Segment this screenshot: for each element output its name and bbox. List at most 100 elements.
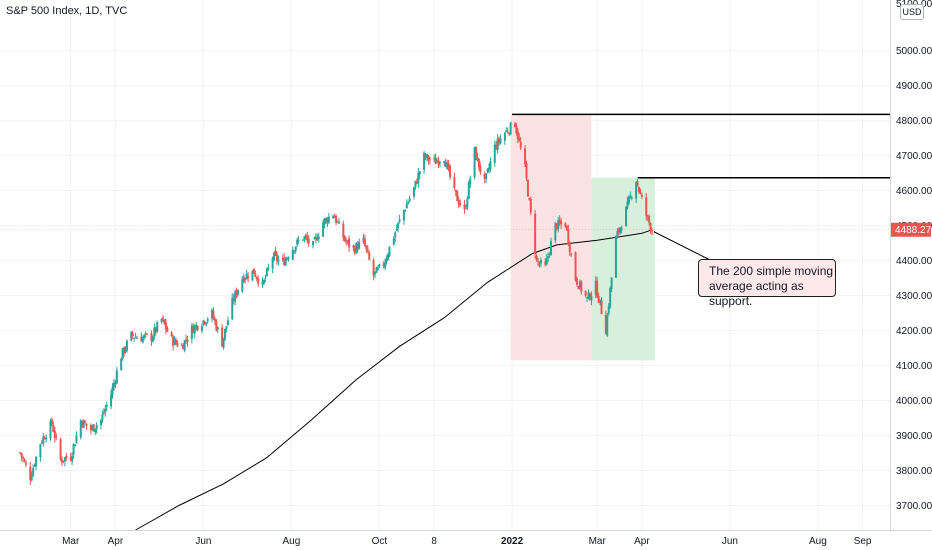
price-axis[interactable]: 3700.00 3800.00 3900.00 4000.00 4100.00 4200.… — [890, 0, 932, 550]
x-tick-label: Jun — [722, 536, 738, 547]
candle-body — [235, 290, 238, 296]
candle-body — [161, 317, 164, 319]
candle-body — [91, 425, 94, 430]
candle-body — [526, 180, 529, 197]
candle-body — [580, 281, 583, 292]
candle-body — [648, 216, 651, 223]
candle-body — [417, 172, 420, 184]
candle-body — [639, 191, 642, 194]
candle-body — [111, 386, 114, 395]
candle-body — [570, 253, 573, 255]
highlight-zones — [510, 114, 655, 361]
symbol-title[interactable]: S&P 500 Index, 1D, TVC — [6, 5, 128, 17]
candle-body — [348, 238, 351, 248]
y-tick-label: 5000.00 — [896, 46, 932, 57]
candle-body — [286, 257, 289, 260]
candle-body — [213, 318, 216, 322]
candle-body — [599, 299, 602, 302]
candle-body — [437, 160, 440, 165]
currency-button[interactable]: USD — [900, 4, 924, 20]
candle-body — [30, 475, 33, 481]
candle-body — [79, 420, 82, 438]
candle-body — [183, 340, 186, 351]
candle-body — [332, 215, 335, 219]
candle-body — [387, 254, 390, 260]
x-tick-label: Jun — [195, 536, 211, 547]
candle-body — [485, 173, 488, 179]
candle-body — [163, 319, 166, 325]
candle-body — [291, 249, 294, 260]
candle-body — [110, 394, 113, 407]
candle-body — [477, 158, 480, 168]
candle-body — [231, 297, 234, 320]
candle-body — [486, 168, 489, 173]
candle-body — [337, 221, 340, 224]
candle-body — [124, 349, 127, 352]
candle-body — [353, 248, 356, 254]
candle-body — [560, 221, 563, 225]
last-price-badge — [891, 222, 931, 237]
candle-body — [525, 163, 528, 179]
candle-body — [427, 156, 430, 161]
candle-body — [635, 182, 638, 199]
candle-body — [261, 281, 264, 285]
candle-body — [498, 138, 501, 142]
candle-body — [414, 180, 417, 187]
candle-body — [59, 439, 62, 460]
candle-body — [75, 435, 78, 443]
candle-body — [392, 238, 395, 245]
candle-body — [516, 131, 519, 140]
candle-body — [515, 125, 518, 133]
candle-body — [649, 223, 652, 231]
candle-body — [454, 189, 457, 192]
candle-body — [32, 467, 35, 476]
candle-body — [264, 277, 267, 279]
candle-body — [550, 241, 553, 256]
x-tick-label: Apr — [634, 536, 650, 547]
candle-body — [317, 236, 320, 239]
candle-body — [568, 242, 571, 253]
candle-body — [303, 236, 306, 239]
candle-body — [586, 297, 589, 299]
candle-body — [405, 204, 408, 209]
candle-body — [232, 298, 235, 302]
candle-body — [252, 268, 255, 274]
candle-body — [645, 197, 648, 216]
candle-body — [301, 239, 304, 241]
candle-body — [156, 322, 159, 332]
candle-body — [265, 268, 268, 277]
candle-body — [114, 382, 117, 384]
candle-body — [614, 236, 617, 278]
candle-body — [398, 219, 401, 222]
candle-body — [101, 414, 104, 420]
candle-body — [251, 270, 254, 281]
candle-body — [141, 337, 144, 343]
callout-pointer-line — [653, 231, 713, 262]
candle-body — [456, 190, 459, 202]
candle-body — [638, 187, 641, 192]
last-price-label: 4488.27 — [895, 225, 932, 236]
candle-body — [496, 138, 499, 150]
candle-body — [23, 460, 26, 462]
candle-body — [587, 292, 590, 299]
time-axis[interactable]: Mar Apr Jun Aug Oct 8 2022 Mar Apr Jun Aug Sep — [0, 530, 932, 550]
candle-body — [577, 286, 580, 289]
candle-body — [304, 235, 307, 238]
x-tick-label: Sep — [854, 536, 872, 547]
annotation-callout[interactable]: The 200 simple moving average acting as … — [698, 259, 836, 308]
candle-body — [564, 223, 567, 228]
candle-body — [192, 326, 195, 334]
candle-body — [453, 177, 456, 188]
candle-body — [574, 252, 577, 281]
candle-body — [513, 123, 516, 128]
candle-body — [499, 138, 502, 144]
candle-body — [506, 131, 509, 133]
candle-body — [463, 204, 466, 210]
candle-body — [221, 327, 224, 347]
candle-body — [170, 332, 173, 336]
candle-body — [172, 336, 175, 346]
candle-body — [476, 157, 479, 161]
candle-body — [509, 122, 512, 135]
sma200-layer — [135, 229, 653, 531]
